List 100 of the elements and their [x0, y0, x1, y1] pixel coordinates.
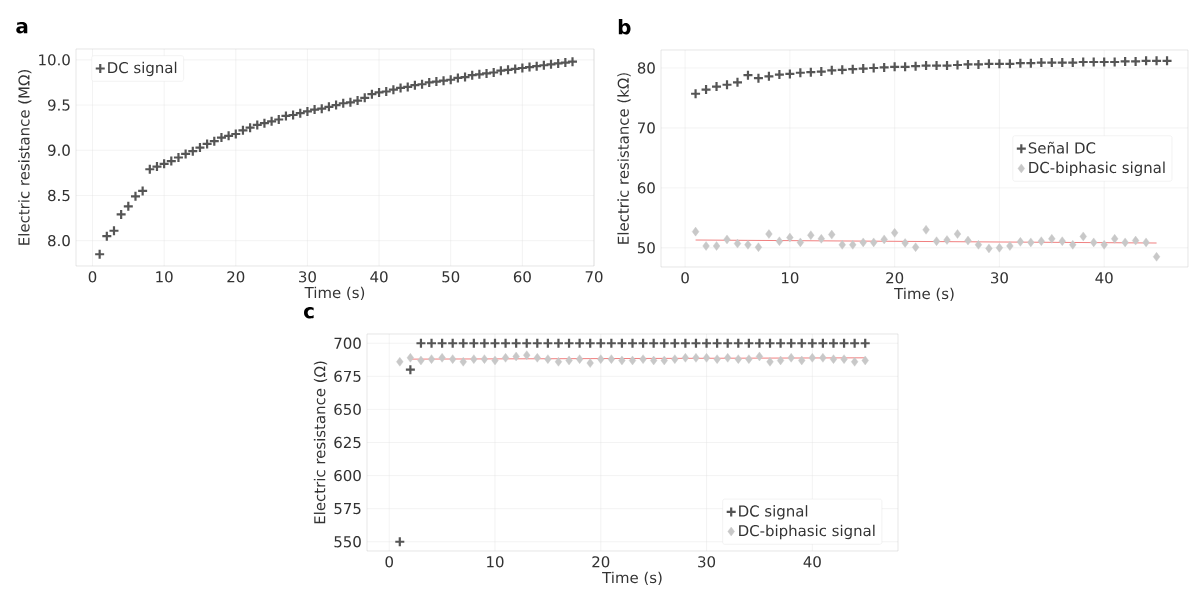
point: [1121, 237, 1129, 248]
point: [806, 337, 818, 349]
point: [436, 337, 448, 349]
point: [1132, 235, 1140, 246]
legend-label: Señal DC: [1028, 141, 1096, 154]
point: [732, 337, 744, 349]
point: [502, 353, 510, 363]
point: [713, 354, 721, 364]
point: [470, 354, 478, 364]
point: [650, 355, 658, 366]
point: [786, 232, 794, 243]
y-tick-label: 675: [334, 370, 361, 383]
point: [554, 357, 563, 367]
point: [910, 60, 922, 72]
point: [692, 226, 700, 237]
point: [851, 357, 859, 367]
x-axis-title: Time (s): [602, 571, 662, 585]
point: [396, 357, 404, 367]
legend-label: DC signal: [739, 505, 808, 520]
point: [840, 354, 848, 364]
point: [880, 234, 888, 245]
point: [607, 354, 615, 364]
point: [964, 235, 972, 246]
x-tick-label: 20: [886, 272, 904, 284]
point: [744, 240, 752, 250]
point: [565, 355, 573, 366]
point: [1111, 234, 1119, 244]
point: [838, 240, 846, 250]
point: [817, 337, 829, 349]
point: [1100, 240, 1108, 250]
point: [922, 225, 930, 235]
point: [1027, 237, 1035, 248]
x-tick-label: 10: [782, 272, 799, 284]
y-tick-label: 60: [637, 182, 655, 194]
y-tick-label: 625: [334, 436, 361, 449]
point: [995, 243, 1003, 253]
chart-title: c: [304, 307, 314, 319]
point: [618, 355, 626, 366]
x-tick-label: 40: [803, 556, 821, 568]
point: [711, 337, 723, 349]
point: [563, 337, 575, 349]
point: [692, 353, 700, 363]
y-axis-title: Electric resistance (MΩ): [18, 70, 32, 245]
y-tick-label: 8.0: [48, 235, 70, 247]
y-tick-label: 50: [637, 242, 655, 254]
point: [861, 355, 869, 366]
point: [671, 354, 679, 364]
point: [459, 357, 467, 367]
point: [660, 355, 668, 366]
point: [777, 355, 785, 366]
point: [417, 355, 425, 366]
point: [1142, 237, 1150, 248]
point: [531, 337, 543, 349]
y-tick-label: 550: [334, 536, 361, 548]
point: [669, 337, 681, 349]
point: [491, 355, 499, 366]
x-tick-label: 60: [513, 271, 531, 283]
point: [819, 353, 827, 363]
point: [1016, 237, 1024, 247]
x-tick-label: 30: [991, 272, 1008, 284]
point: [406, 353, 414, 363]
point: [480, 354, 488, 364]
y-tick-label: 10.0: [39, 54, 70, 66]
point: [838, 337, 850, 349]
point: [1006, 241, 1014, 251]
point: [943, 235, 951, 245]
point: [745, 354, 753, 364]
point: [953, 229, 962, 239]
chart-title: b: [618, 19, 631, 35]
point: [1090, 237, 1098, 248]
point: [468, 337, 480, 349]
point: [616, 337, 628, 349]
y-tick-label: 9.5: [48, 99, 70, 111]
x-tick-label: 30: [698, 556, 716, 568]
point: [1069, 240, 1077, 250]
point: [637, 337, 649, 349]
x-tick-label: 50: [442, 271, 460, 283]
point: [787, 353, 795, 363]
point: [427, 354, 436, 364]
y-tick-label: 700: [334, 337, 361, 349]
point: [829, 354, 838, 364]
point: [542, 337, 554, 349]
point: [1058, 236, 1066, 246]
chart-title: a: [16, 22, 28, 34]
point: [754, 242, 763, 252]
point: [1152, 252, 1161, 262]
point: [681, 353, 689, 363]
point: [796, 337, 808, 349]
point: [712, 241, 721, 251]
point: [523, 350, 531, 360]
point: [817, 234, 825, 244]
x-axis-title: Time (s): [304, 286, 365, 300]
x-tick-label: 10: [487, 556, 504, 568]
point: [510, 337, 522, 349]
point: [595, 337, 607, 349]
y-axis-title: Electric resistance (kΩ): [617, 73, 631, 244]
x-tick-label: 30: [299, 271, 316, 283]
point: [438, 353, 446, 363]
point: [764, 337, 776, 349]
point: [891, 228, 899, 238]
